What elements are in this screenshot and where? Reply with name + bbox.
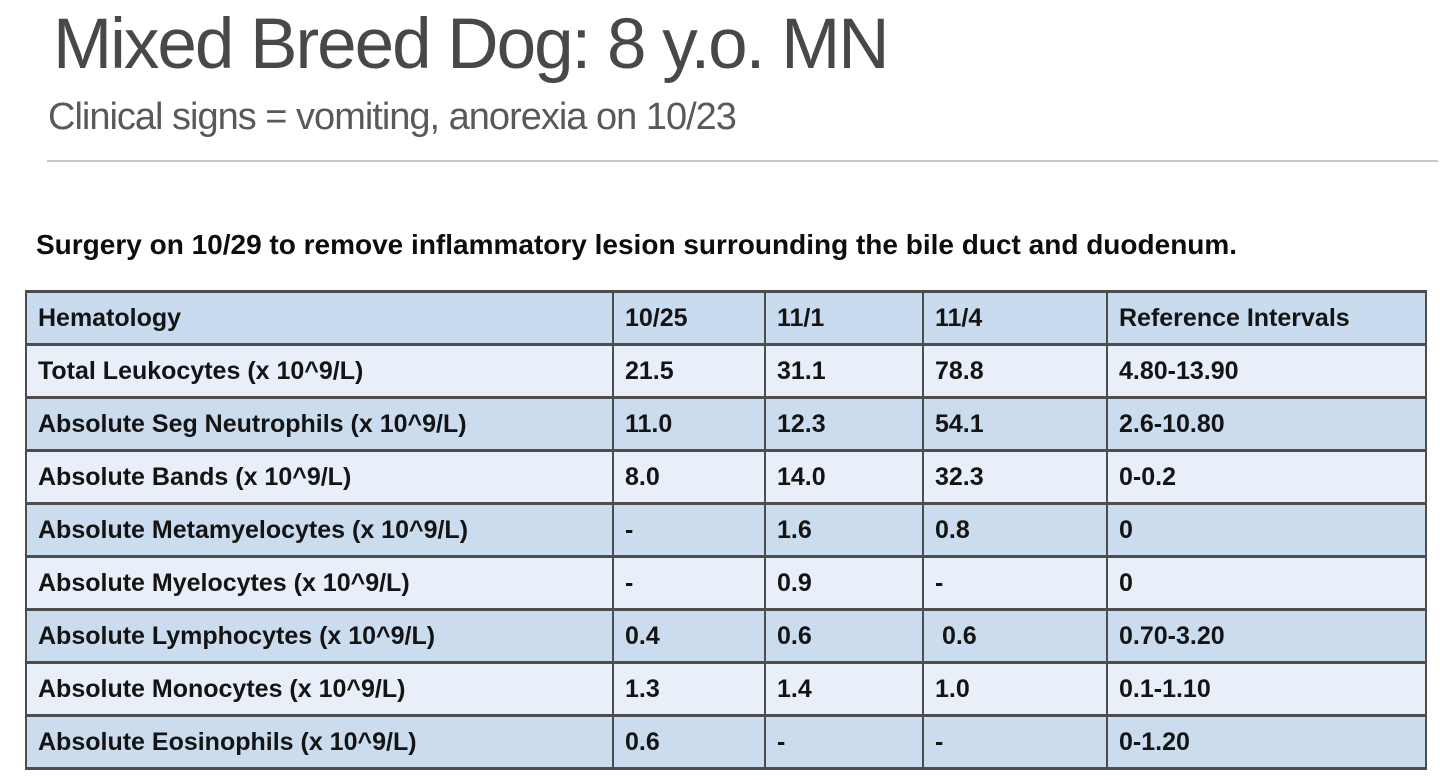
table-row: Absolute Seg Neutrophils (x 10^9/L) 11.0… <box>25 396 1427 452</box>
cell-value: 11.0 <box>612 396 766 452</box>
header-cell-hematology: Hematology <box>25 290 614 346</box>
table-row: Total Leukocytes (x 10^9/L) 21.5 31.1 78… <box>25 343 1427 399</box>
cell-value: 8.0 <box>612 449 766 505</box>
table-row: Absolute Eosinophils (x 10^9/L) 0.6 - - … <box>25 714 1427 770</box>
cell-value: 0.4 <box>612 608 766 664</box>
reference-cell: 0.70-3.20 <box>1106 608 1427 664</box>
reference-cell: 0-1.20 <box>1106 714 1427 770</box>
cell-value: 0.6 <box>764 608 924 664</box>
cell-value: - <box>612 502 766 558</box>
cell-value: 14.0 <box>764 449 924 505</box>
row-label: Absolute Lymphocytes (x 10^9/L) <box>25 608 614 664</box>
cell-value: 78.8 <box>922 343 1108 399</box>
surgery-note: Surgery on 10/29 to remove inflammatory … <box>36 229 1238 260</box>
header-cell-date-1025: 10/25 <box>612 290 766 346</box>
header-cell-date-1101: 11/1 <box>764 290 924 346</box>
reference-cell: 4.80-13.90 <box>1106 343 1427 399</box>
cell-value: 0.6 <box>922 608 1108 664</box>
row-label: Total Leukocytes (x 10^9/L) <box>25 343 614 399</box>
row-label: Absolute Eosinophils (x 10^9/L) <box>25 714 614 770</box>
table-row: Absolute Monocytes (x 10^9/L) 1.3 1.4 1.… <box>25 661 1427 717</box>
reference-cell: 0.1-1.10 <box>1106 661 1427 717</box>
row-label: Absolute Bands (x 10^9/L) <box>25 449 614 505</box>
reference-cell: 0 <box>1106 502 1427 558</box>
cell-value: 12.3 <box>764 396 924 452</box>
table-row: Absolute Myelocytes (x 10^9/L) - 0.9 - 0 <box>25 555 1427 611</box>
cell-value: - <box>764 714 924 770</box>
cell-value: - <box>922 555 1108 611</box>
cell-value: 0.9 <box>764 555 924 611</box>
table-row: Absolute Metamyelocytes (x 10^9/L) - 1.6… <box>25 502 1427 558</box>
cell-value: 31.1 <box>764 343 924 399</box>
table-row: Absolute Lymphocytes (x 10^9/L) 0.4 0.6 … <box>25 608 1427 664</box>
title-divider <box>47 160 1438 162</box>
cell-value: - <box>922 714 1108 770</box>
cell-value: 1.0 <box>922 661 1108 717</box>
reference-cell: 0-0.2 <box>1106 449 1427 505</box>
cell-value: 21.5 <box>612 343 766 399</box>
slide-subtitle: Clinical signs = vomiting, anorexia on 1… <box>48 96 737 138</box>
cell-value: 1.3 <box>612 661 766 717</box>
cell-value: 54.1 <box>922 396 1108 452</box>
cell-value: 0.6 <box>612 714 766 770</box>
header-cell-date-1104: 11/4 <box>922 290 1108 346</box>
table-header-row: Hematology 10/25 11/1 11/4 Reference Int… <box>25 290 1427 346</box>
table-row: Absolute Bands (x 10^9/L) 8.0 14.0 32.3 … <box>25 449 1427 505</box>
cell-value: 0.8 <box>922 502 1108 558</box>
row-label: Absolute Seg Neutrophils (x 10^9/L) <box>25 396 614 452</box>
header-cell-reference-intervals: Reference Intervals <box>1106 290 1427 346</box>
cell-value: 1.4 <box>764 661 924 717</box>
row-label: Absolute Metamyelocytes (x 10^9/L) <box>25 502 614 558</box>
reference-cell: 2.6-10.80 <box>1106 396 1427 452</box>
slide-title: Mixed Breed Dog: 8 y.o. MN <box>53 5 890 84</box>
cell-value: - <box>612 555 766 611</box>
reference-cell: 0 <box>1106 555 1427 611</box>
row-label: Absolute Myelocytes (x 10^9/L) <box>25 555 614 611</box>
row-label: Absolute Monocytes (x 10^9/L) <box>25 661 614 717</box>
cell-value: 32.3 <box>922 449 1108 505</box>
cell-value: 1.6 <box>764 502 924 558</box>
hematology-table: Hematology 10/25 11/1 11/4 Reference Int… <box>25 290 1427 770</box>
